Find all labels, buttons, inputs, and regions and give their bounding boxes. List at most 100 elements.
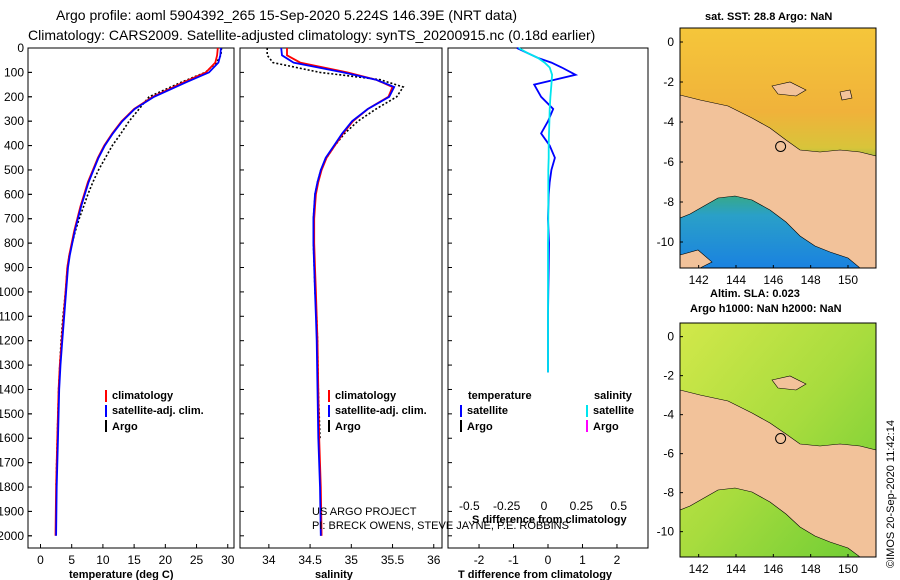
x-tick-label: 2 bbox=[614, 553, 621, 567]
legend-label-satellite: satellite-adj. clim. bbox=[112, 405, 204, 417]
sst-map-panel: sat. SST: 28.8 Argo: NaN 142 144 146 148 150… bbox=[657, 11, 877, 287]
series-climatology bbox=[286, 48, 394, 536]
depth-tick-label: 2000 bbox=[0, 529, 24, 543]
map-y-tick-label: -10 bbox=[657, 525, 675, 539]
legend-swatch-s-satellite bbox=[586, 405, 588, 417]
series-argo bbox=[55, 47, 223, 488]
temperature-axis-label: temperature (deg C) bbox=[69, 569, 174, 580]
salinity-axes-frame bbox=[239, 47, 443, 549]
map-y-tick-label: -8 bbox=[663, 195, 674, 209]
x-tick-label: 10 bbox=[96, 553, 110, 567]
legend-swatch-satellite bbox=[105, 405, 107, 417]
x-tick-label: -1 bbox=[508, 553, 519, 567]
series-s-satellite bbox=[518, 47, 554, 373]
map-x-tick-label: 146 bbox=[763, 273, 783, 287]
depth-tick-label: 1400 bbox=[0, 382, 24, 396]
sst-map-argo-marker bbox=[775, 140, 787, 152]
map-y-tick-label: -10 bbox=[657, 235, 675, 249]
series-t-satellite bbox=[516, 47, 579, 373]
x-tick-label: -2 bbox=[474, 553, 485, 567]
figure-title-line2: Climatology: CARS2009. Satellite-adjuste… bbox=[28, 27, 595, 43]
sst-map-axes: 142 144 146 148 150 0 -2 -4 -6 -8 -10 bbox=[657, 35, 859, 287]
legend-label-argo: Argo bbox=[335, 421, 361, 433]
temperature-legend: climatology satellite-adj. clim. Argo bbox=[105, 390, 204, 433]
map-x-tick-label: 148 bbox=[801, 562, 821, 576]
legend-swatch-satellite bbox=[328, 405, 330, 417]
depth-tick-label: 700 bbox=[4, 212, 24, 226]
legend-swatch-argo bbox=[328, 420, 330, 432]
sst-map-island bbox=[771, 81, 807, 97]
legend-swatch-climatology bbox=[105, 390, 107, 402]
legend-label-t-satellite: satellite bbox=[467, 405, 508, 417]
x-tick-label: 25 bbox=[190, 553, 204, 567]
depth-tick-label: 600 bbox=[4, 187, 24, 201]
map-x-tick-label: 150 bbox=[838, 273, 858, 287]
x-tick-label: 36 bbox=[427, 553, 441, 567]
x-tick-label: 1 bbox=[579, 553, 586, 567]
top-tick-label: 0.5 bbox=[610, 499, 627, 513]
series-argo bbox=[266, 48, 405, 439]
series-satellite-adj-clim- bbox=[280, 47, 396, 536]
map-x-tick-label: 142 bbox=[689, 273, 709, 287]
figure-title-line1: Argo profile: aoml 5904392_265 15-Sep-20… bbox=[56, 7, 517, 23]
depth-tick-label: 100 bbox=[4, 65, 24, 79]
salinity-panel: 34 34.5 35 35.5 36 salinity climatology sate… bbox=[239, 47, 569, 580]
depth-tick-label: 1800 bbox=[0, 480, 24, 494]
temperature-panel: 0100200300400500600700800900100011001200… bbox=[0, 41, 235, 580]
salinity-legend: climatology satellite-adj. clim. Argo bbox=[328, 390, 427, 433]
map-x-tick-label: 150 bbox=[838, 562, 858, 576]
difference-panel: -2 -1 0 1 2 -0.5 -0.25 0 0.25 0.5 T difference fr… bbox=[447, 47, 649, 580]
map-y-tick-label: -6 bbox=[663, 155, 674, 169]
map-y-tick-label: -2 bbox=[663, 369, 674, 383]
sla-map-title-line2: Argo h1000: NaN h2000: NaN bbox=[690, 303, 842, 315]
legend-swatch-t-satellite bbox=[460, 405, 462, 417]
temperature-axes-frame bbox=[27, 47, 235, 549]
x-tick-label: 30 bbox=[221, 553, 235, 567]
map-y-tick-label: -8 bbox=[663, 486, 674, 500]
sla-map-land-new-guinea bbox=[679, 389, 877, 558]
sst-map-islet bbox=[839, 89, 853, 101]
depth-tick-label: 1900 bbox=[0, 504, 24, 518]
difference-legend: temperature salinity satellite Argo sate… bbox=[460, 390, 634, 433]
legend-label-s-argo: Argo bbox=[593, 421, 619, 433]
depth-tick-label: 800 bbox=[4, 236, 24, 250]
legend-swatch-t-argo bbox=[460, 420, 462, 432]
x-tick-label: 15 bbox=[127, 553, 141, 567]
depth-tick-label: 0 bbox=[17, 41, 24, 55]
depth-axis: 0 100 200 300 400 500 600 700 800 900 1000 1100 1200… bbox=[0, 41, 32, 543]
map-x-tick-label: 146 bbox=[763, 562, 783, 576]
top-tick-label: 0.25 bbox=[570, 499, 594, 513]
x-tick-label: 34.5 bbox=[298, 553, 322, 567]
sla-map-argo-marker bbox=[775, 433, 787, 445]
series-climatology bbox=[54, 47, 219, 536]
t-difference-axis-label: T difference from climatology bbox=[458, 569, 613, 580]
x-tick-label: 0 bbox=[37, 553, 44, 567]
depth-tick-label: 1100 bbox=[0, 309, 24, 323]
map-x-tick-label: 144 bbox=[726, 273, 746, 287]
legend-label-t-argo: Argo bbox=[467, 421, 493, 433]
x-tick-label: 20 bbox=[159, 553, 173, 567]
x-tick-label: 5 bbox=[68, 553, 75, 567]
legend-swatch-climatology bbox=[328, 390, 330, 402]
top-tick-label: -0.25 bbox=[493, 499, 521, 513]
sla-map-axes: 142 144 146 148 150 0 -2 -4 -6 -8 -10 bbox=[657, 330, 859, 576]
x-tick-label: 35 bbox=[345, 553, 359, 567]
legend-title-temperature: temperature bbox=[468, 390, 532, 402]
map-y-tick-label: -2 bbox=[663, 75, 674, 89]
x-tick-label: 35.5 bbox=[381, 553, 405, 567]
sla-map-panel: Altim. SLA: 0.023 Argo h1000: NaN h2000:… bbox=[657, 288, 877, 576]
legend-label-satellite: satellite-adj. clim. bbox=[335, 405, 427, 417]
map-x-tick-label: 142 bbox=[689, 562, 709, 576]
map-y-tick-label: -4 bbox=[663, 115, 674, 129]
sst-map-title: sat. SST: 28.8 Argo: NaN bbox=[705, 11, 832, 23]
temperature-x-axis: 0 5 10 15 20 25 30 bbox=[28, 47, 235, 567]
depth-tick-label: 1300 bbox=[0, 358, 24, 372]
sla-map-island bbox=[771, 375, 807, 391]
salinity-x-axis: 34 34.5 35 35.5 36 bbox=[240, 47, 441, 567]
legend-label-s-satellite: satellite bbox=[593, 405, 634, 417]
top-tick-label: -0.5 bbox=[459, 499, 480, 513]
x-tick-label: 34 bbox=[262, 553, 276, 567]
sla-map-frame bbox=[679, 322, 877, 558]
sst-map-land-new-guinea bbox=[679, 94, 877, 269]
